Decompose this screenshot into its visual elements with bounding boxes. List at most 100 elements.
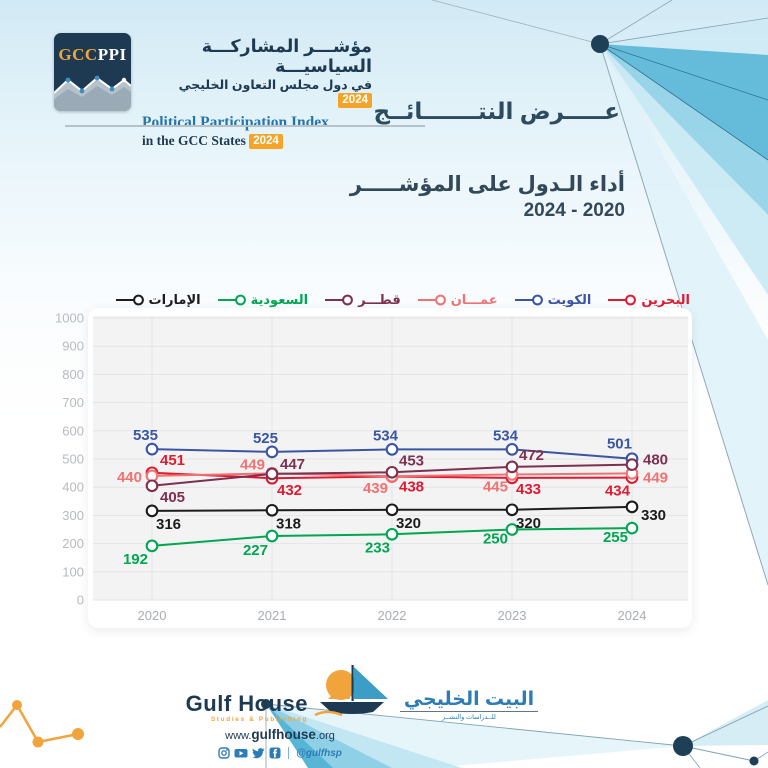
- gulfhouse-name-ar: البيت الخليجي: [403, 689, 535, 710]
- data-label-saudi: 227: [243, 542, 268, 559]
- data-label-uae: 316: [156, 516, 181, 533]
- url-name: gulfhouse: [251, 727, 316, 742]
- data-label-kuwait: 535: [133, 427, 158, 444]
- data-label-oman: 440: [117, 469, 142, 486]
- data-label-kuwait: 534: [373, 427, 399, 444]
- legend-label: السعودية: [250, 292, 309, 307]
- twitter-icon: [252, 748, 265, 759]
- social-handle: @gulfhsp: [296, 747, 342, 759]
- y-tick-label: 800: [62, 367, 84, 382]
- website-url: www.gulfhouse.org: [60, 726, 500, 744]
- legend-label: البحرين: [641, 292, 690, 307]
- header-title-block: مؤشـــر المشاركـــة السياسيـــة في دول م…: [142, 36, 372, 150]
- x-tick-label: 2020: [138, 608, 167, 623]
- data-point-saudi: [145, 539, 159, 553]
- x-tick-label: 2023: [498, 608, 527, 623]
- gulfhouse-boat-logo: [308, 664, 394, 723]
- data-point-kuwait: [265, 445, 279, 459]
- data-label-saudi: 250: [483, 531, 508, 548]
- chart-legend: البحرين الكويت عمـــان قطـــر السعودية الإمار…: [90, 289, 690, 311]
- legend-label: قطـــر: [358, 292, 401, 307]
- bottom-network: [261, 699, 768, 768]
- gulfhouse-name-en: Gulf House: [185, 691, 308, 716]
- gulfhouse-wordmark-en: Gulf House Studies & Publishing: [60, 691, 308, 724]
- network-node: [261, 699, 271, 709]
- x-tick-label: 2022: [378, 608, 407, 623]
- chart-heading: أداء الـدول على المؤشـــــر 2024 - 2020: [350, 172, 625, 222]
- title-english: Political Participation Index: [142, 114, 329, 132]
- title-arabic: مؤشـــر المشاركـــة السياسيـــة: [201, 36, 372, 77]
- y-tick-label: 0: [77, 593, 84, 608]
- data-label-oman: 445: [483, 479, 508, 496]
- network-node: [673, 736, 693, 756]
- data-point-qatar: [145, 479, 159, 493]
- data-label-saudi: 255: [603, 529, 628, 546]
- line-chart: 0 100 200 300 400 500 600 700 800 900 1000 2020 2021…: [55, 311, 688, 623]
- plot-area: [93, 316, 688, 600]
- data-point-uae: [505, 503, 519, 517]
- gccppi-wordmark: GCCPPI: [58, 45, 127, 64]
- y-tick-label: 300: [62, 508, 84, 523]
- data-label-qatar: 472: [519, 447, 544, 464]
- data-point-qatar: [505, 460, 519, 474]
- legend-marker: [217, 294, 246, 306]
- boat-icon: [314, 665, 388, 717]
- y-tick-label: 400: [62, 480, 84, 495]
- data-point-saudi: [505, 523, 519, 536]
- data-point-saudi: [265, 529, 279, 543]
- data-point-uae: [385, 503, 399, 517]
- gulfhouse-tagline-ar: للــدراسات والنشــر: [442, 714, 496, 721]
- youtube-icon: [234, 749, 248, 758]
- x-tick-label: 2021: [258, 608, 287, 623]
- gccppi-logo: GCCPPI: [54, 33, 131, 111]
- data-label-uae: 320: [396, 515, 421, 532]
- data-label-uae: 318: [276, 515, 301, 532]
- footer: Gulf House Studies & Publishing البيت ال…: [60, 664, 640, 759]
- data-point-qatar: [385, 465, 399, 479]
- data-label-bahrain: 434: [605, 483, 631, 500]
- x-tick-label: 2024: [618, 608, 647, 623]
- data-point-uae: [265, 503, 279, 517]
- y-tick-label: 900: [62, 339, 84, 354]
- wordmark-rule: [400, 711, 538, 712]
- url-www: www.: [225, 730, 252, 742]
- legend-item-bahrain: البحرين: [608, 292, 690, 308]
- legend-item-uae: الإمارات: [115, 292, 201, 308]
- facebook-icon: [269, 747, 281, 759]
- data-label-oman: 449: [240, 456, 265, 473]
- legend-item-kuwait: الكويت: [514, 292, 592, 308]
- gulfhouse-wordmark-ar: البيت الخليجي للــدراسات والنشــر: [394, 690, 544, 723]
- data-point-kuwait: [505, 443, 519, 456]
- data-label-bahrain: 451: [160, 452, 185, 469]
- data-label-bahrain: 438: [399, 479, 424, 496]
- network-node: [591, 35, 609, 53]
- data-label-kuwait: 525: [253, 430, 278, 447]
- data-point-uae: [625, 500, 639, 514]
- data-label-uae: 320: [516, 515, 541, 532]
- data-label-qatar: 405: [160, 489, 185, 506]
- orange-zigzag: [0, 700, 84, 748]
- data-label-bahrain: 433: [516, 481, 541, 498]
- gulfhouse-tagline-en: Studies & Publishing: [210, 716, 308, 723]
- data-point-kuwait: [385, 443, 399, 456]
- y-tick-label: 700: [62, 395, 84, 410]
- legend-label: الكويت: [547, 292, 592, 307]
- legend-item-oman: عمـــان: [417, 292, 498, 308]
- subtitle-arabic: في دول مجلس التعاون الخليجي 2024: [178, 78, 372, 109]
- y-tick-label: 200: [62, 536, 84, 551]
- data-label-qatar: 453: [399, 452, 424, 469]
- data-point-qatar: [265, 467, 279, 481]
- instagram-icon: [218, 747, 230, 759]
- data-label-uae: 330: [641, 507, 666, 524]
- data-label-oman: 439: [363, 480, 388, 497]
- data-point-saudi: [385, 527, 399, 541]
- legend-label: الإمارات: [148, 292, 201, 307]
- legend-label: عمـــان: [450, 292, 498, 307]
- chart-heading-years: 2024 - 2020: [523, 200, 625, 221]
- legend-marker: [514, 294, 543, 306]
- data-label-kuwait: 534: [493, 427, 519, 444]
- data-point-saudi: [625, 521, 639, 535]
- y-tick-label: 1000: [55, 311, 84, 326]
- social-row: @gulfhsp: [60, 747, 500, 759]
- year-badge: 2024: [338, 93, 372, 109]
